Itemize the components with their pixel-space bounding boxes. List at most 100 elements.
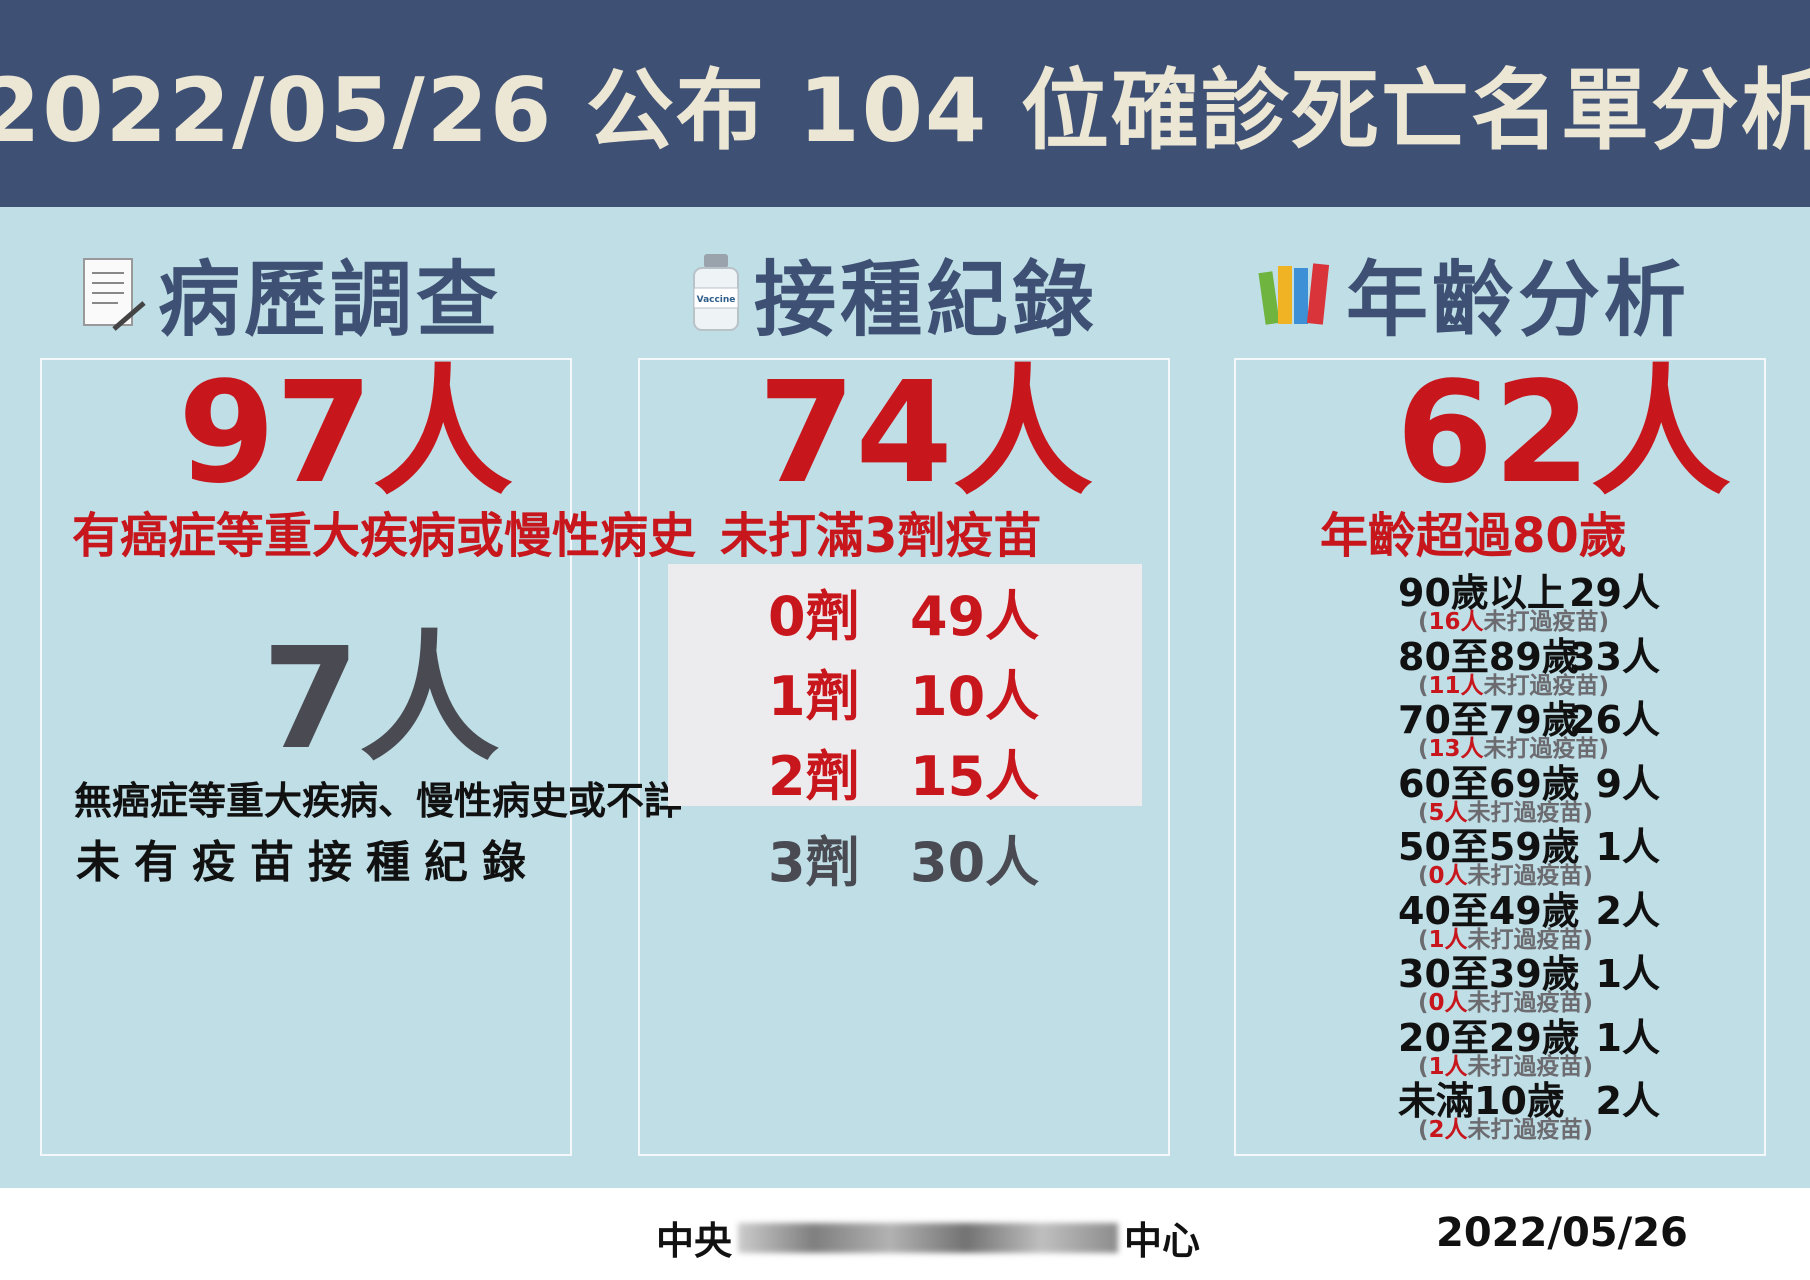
unvaccinated-count: 1人 <box>1428 926 1468 953</box>
paren-close: ) <box>1582 926 1594 953</box>
footer-org-end: 中心 <box>1124 1219 1201 1263</box>
unvaccinated-dose-box <box>668 564 1142 806</box>
vaccination-main-count: 74人 <box>758 352 1093 515</box>
age-group-label: 70至79歲 <box>1398 698 1580 742</box>
paren-open: ( <box>1418 863 1429 889</box>
paren-open: ( <box>1418 1053 1429 1080</box>
unvaccinated-count: 2人 <box>1428 1117 1468 1143</box>
age-group-label: 60至69歲 <box>1398 761 1580 806</box>
unvaccinated-count: 0人 <box>1428 990 1468 1016</box>
page-title: 2022/05/26 公布 104 位確診死亡名單分析 <box>0 59 1810 162</box>
paren-close: ) <box>1582 1117 1594 1143</box>
age-group-unvaccinated: (5人未打過疫苗) <box>1418 793 1593 827</box>
age-group-count: 33人 <box>1569 634 1660 679</box>
history-other-desc-1: 無癌症等重大疾病、慢性病史或不詳 <box>74 779 683 823</box>
paren-open: ( <box>1418 799 1429 826</box>
unvaccinated-note: 未打過疫苗 <box>1467 1053 1583 1080</box>
age-group-row: 未滿10歲 2人 <box>1398 1070 1660 1125</box>
history-other-desc-2: 未有疫苗接種紀錄 <box>76 837 540 888</box>
age-group-unvaccinated: (16人未打過疫苗) <box>1418 602 1609 636</box>
dose-row: 0劑 49人 <box>768 572 1039 651</box>
paren-close: ) <box>1582 1053 1594 1080</box>
age-group-label: 90歲以上 <box>1398 571 1565 615</box>
paren-open: ( <box>1418 736 1429 762</box>
age-group-count: 1人 <box>1595 825 1660 869</box>
unvaccinated-note: 未打過疫苗 <box>1483 672 1599 699</box>
unvaccinated-count: 5人 <box>1428 799 1468 826</box>
age-group-count: 26人 <box>1569 698 1660 742</box>
age-group-unvaccinated: (13人未打過疫苗) <box>1418 729 1609 763</box>
age-group-label: 30至39歲 <box>1398 952 1580 996</box>
panel-vaccination <box>638 358 1170 1156</box>
history-main-desc: 有癌症等重大疾病或慢性病史 <box>72 508 697 564</box>
age-group-unvaccinated: (2人未打過疫苗) <box>1418 1110 1593 1144</box>
vial-label: Vaccine <box>697 295 736 305</box>
paren-close: ) <box>1598 736 1610 762</box>
paren-open: ( <box>1418 990 1429 1016</box>
age-group-label: 50至59歲 <box>1398 825 1580 869</box>
section-title-label: 病歷調查 <box>158 253 503 348</box>
paren-close: ) <box>1582 799 1594 826</box>
dose-count: 10人 <box>910 665 1040 728</box>
panel-age <box>1234 358 1766 1156</box>
paren-close: ) <box>1582 990 1594 1016</box>
age-group-row: 30至39歲 1人 <box>1398 943 1660 998</box>
age-group-row: 60至69歲 9人 <box>1398 753 1660 808</box>
paren-close: ) <box>1598 672 1610 699</box>
books-icon <box>1258 262 1330 325</box>
footer-org-start: 中央 <box>656 1219 733 1263</box>
unvaccinated-count: 13人 <box>1428 736 1484 762</box>
dose-row: 2劑 15人 <box>768 732 1039 811</box>
section-title-age: 年齡分析 <box>1258 245 1690 348</box>
dose-count: 49人 <box>910 585 1040 648</box>
dose-row: 1劑 10人 <box>768 652 1039 731</box>
footer-organization: 中央 中心 <box>656 1210 1200 1265</box>
age-group-label: 80至89歲 <box>1398 634 1580 679</box>
age-group-count: 9人 <box>1595 761 1660 806</box>
dose-row: 3劑 30人 <box>768 818 1039 897</box>
age-group-unvaccinated: (0人未打過疫苗) <box>1418 983 1593 1017</box>
unvaccinated-count: 16人 <box>1428 609 1484 635</box>
unvaccinated-count: 0人 <box>1428 863 1468 889</box>
dose-label: 0劑 <box>768 585 860 648</box>
age-group-row: 80至89歲 33人 <box>1398 626 1660 681</box>
age-group-row: 70至79歲 26人 <box>1398 689 1660 744</box>
history-other-count: 7人 <box>262 618 500 781</box>
dose-label: 2劑 <box>768 745 860 808</box>
vaccination-main-desc: 未打滿3劑疫苗 <box>720 508 1042 564</box>
document-pen-icon <box>83 257 146 331</box>
age-main-desc: 年齡超過80歲 <box>1320 508 1627 564</box>
age-group-label: 未滿10歲 <box>1398 1079 1565 1123</box>
age-group-count: 2人 <box>1595 1079 1660 1123</box>
paren-open: ( <box>1418 672 1429 699</box>
dose-label: 3劑 <box>768 831 860 894</box>
age-group-label: 20至29歲 <box>1398 1015 1580 1060</box>
age-group-unvaccinated: (11人未打過疫苗) <box>1418 666 1609 700</box>
unvaccinated-note: 未打過疫苗 <box>1467 799 1583 826</box>
paren-open: ( <box>1418 1117 1429 1143</box>
age-group-row: 20至29歲 1人 <box>1398 1007 1660 1062</box>
paren-open: ( <box>1418 926 1429 953</box>
vaccine-vial-icon: Vaccine <box>693 253 739 331</box>
section-title-label: 年齡分析 <box>1346 253 1691 348</box>
unvaccinated-note: 未打過疫苗 <box>1467 926 1583 953</box>
history-main-count: 97人 <box>178 352 513 515</box>
unvaccinated-note: 未打過疫苗 <box>1483 609 1599 635</box>
age-group-unvaccinated: (1人未打過疫苗) <box>1418 920 1593 954</box>
header-banner: 2022/05/26 公布 104 位確診死亡名單分析 <box>0 0 1810 207</box>
footer-date: 2022/05/26 <box>1436 1210 1688 1256</box>
paren-close: ) <box>1598 609 1610 635</box>
unvaccinated-note: 未打過疫苗 <box>1467 1117 1583 1143</box>
age-main-count: 62人 <box>1396 352 1731 515</box>
unvaccinated-note: 未打過疫苗 <box>1483 736 1599 762</box>
unvaccinated-count: 11人 <box>1428 672 1484 699</box>
unvaccinated-note: 未打過疫苗 <box>1467 990 1583 1016</box>
age-group-label: 40至49歲 <box>1398 888 1580 933</box>
unvaccinated-count: 1人 <box>1428 1053 1468 1080</box>
unvaccinated-note: 未打過疫苗 <box>1467 863 1583 889</box>
age-group-row: 40至49歲 2人 <box>1398 880 1660 935</box>
section-title-label: 接種紀錄 <box>754 253 1099 348</box>
age-group-count: 1人 <box>1595 1015 1660 1060</box>
age-group-count: 2人 <box>1595 888 1660 933</box>
age-group-unvaccinated: (1人未打過疫苗) <box>1418 1047 1593 1081</box>
